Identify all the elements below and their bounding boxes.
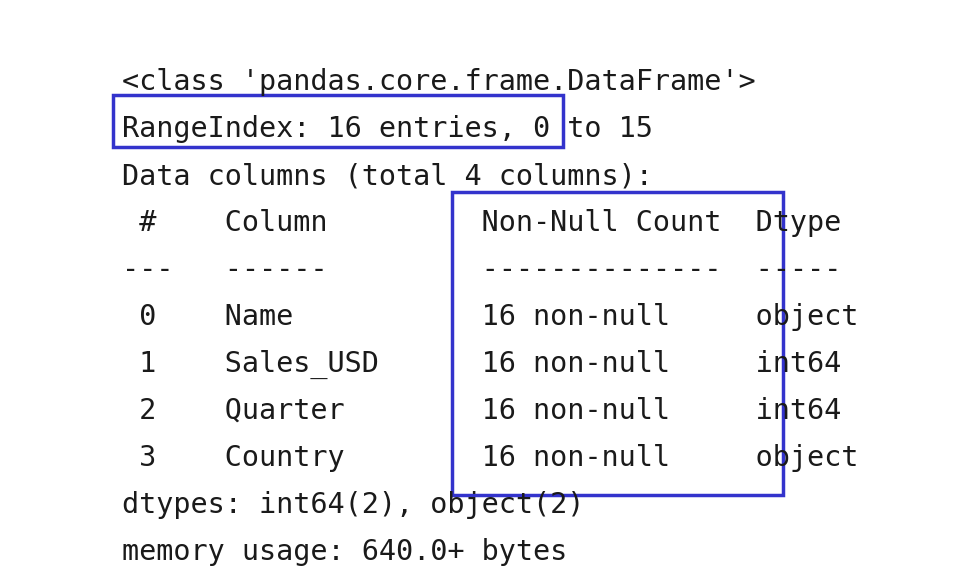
Text: RangeIndex: 16 entries, 0 to 15: RangeIndex: 16 entries, 0 to 15 (122, 115, 653, 143)
Text: 0    Name           16 non-null     object: 0 Name 16 non-null object (122, 303, 858, 331)
Text: Data columns (total 4 columns):: Data columns (total 4 columns): (122, 162, 653, 190)
Text: dtypes: int64(2), object(2): dtypes: int64(2), object(2) (122, 491, 585, 519)
Bar (113, 95, 563, 147)
Text: <class 'pandas.core.frame.DataFrame'>: <class 'pandas.core.frame.DataFrame'> (122, 68, 755, 96)
Text: 3    Country        16 non-null     object: 3 Country 16 non-null object (122, 444, 858, 472)
Text: 1    Sales_USD      16 non-null     int64: 1 Sales_USD 16 non-null int64 (122, 350, 858, 379)
Text: memory usage: 640.0+ bytes: memory usage: 640.0+ bytes (122, 538, 567, 566)
Text: 2    Quarter        16 non-null     int64: 2 Quarter 16 non-null int64 (122, 397, 858, 425)
Text: ---   ------         --------------  -----: --- ------ -------------- ----- (122, 256, 841, 284)
Text: #    Column         Non-Null Count  Dtype: # Column Non-Null Count Dtype (122, 209, 858, 237)
Bar (452, 192, 783, 495)
